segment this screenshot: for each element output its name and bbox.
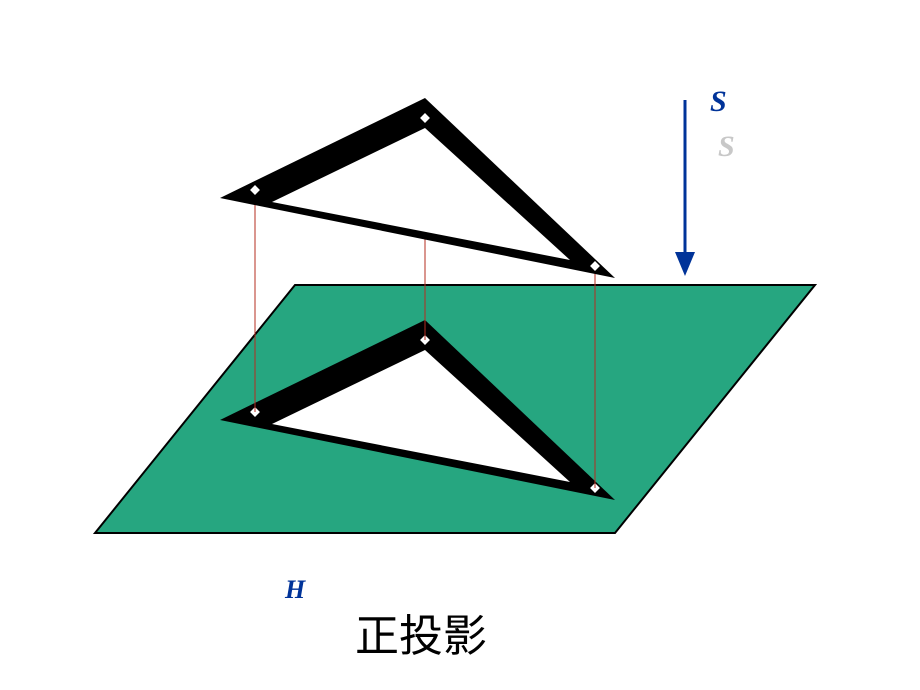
diagram-stage: S S H 正投影	[0, 0, 920, 690]
arrow-head-icon	[675, 252, 695, 276]
caption-orthographic-projection: 正投影	[355, 600, 487, 664]
diagram-svg	[0, 0, 920, 690]
label-h: H	[285, 575, 305, 605]
triangle-object	[220, 98, 615, 278]
label-s-shadow: S	[718, 130, 735, 164]
label-s: S	[710, 85, 727, 119]
projection-direction-arrow	[675, 100, 695, 276]
